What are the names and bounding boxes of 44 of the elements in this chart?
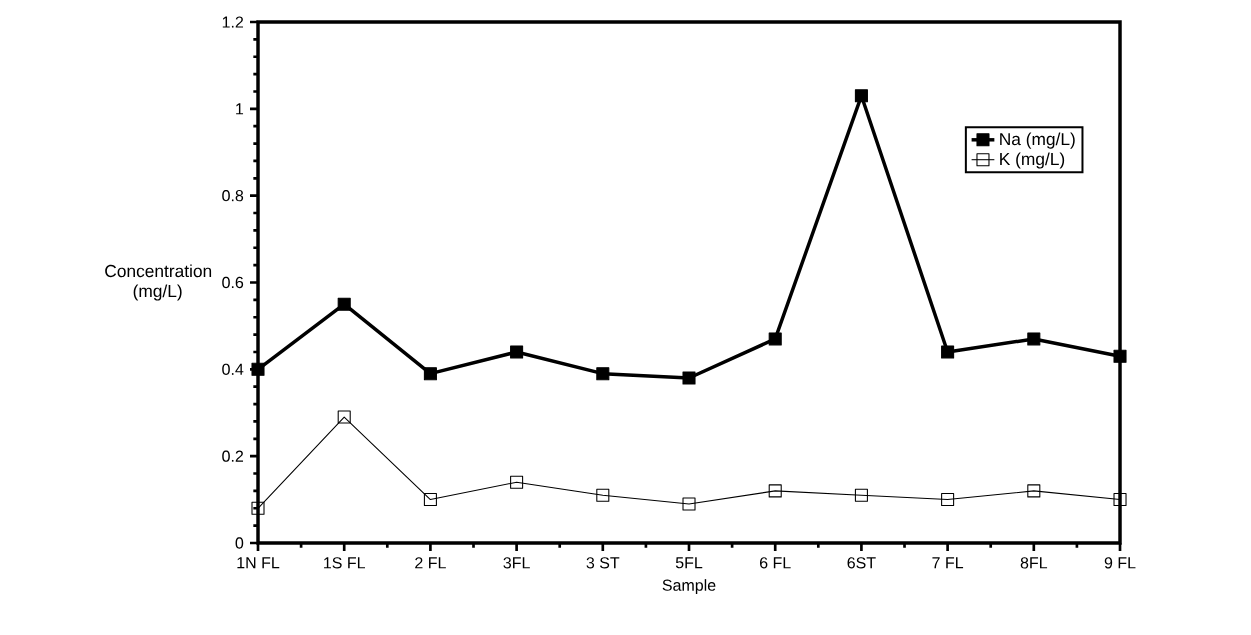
point <box>1113 349 1127 363</box>
x-tick-label: 9 FL <box>1104 557 1136 569</box>
x-tick-label: 1S FL <box>324 557 365 569</box>
x-tick-label: 3FL <box>503 557 530 569</box>
point <box>854 89 868 103</box>
point <box>251 501 265 515</box>
point <box>423 367 437 381</box>
point <box>596 488 610 502</box>
y-tick-label: 0.8 <box>222 190 244 202</box>
y-tick-label: 0.2 <box>222 450 244 462</box>
point <box>251 362 265 376</box>
point <box>423 493 437 507</box>
point <box>510 345 524 359</box>
point <box>768 332 782 346</box>
point <box>596 367 610 381</box>
y-tick-label: 0 <box>235 537 244 549</box>
point <box>337 410 351 424</box>
x-tick-label: 6 FL <box>760 557 791 569</box>
x-tick-label: 2 FL <box>415 557 446 569</box>
point <box>768 484 782 498</box>
point <box>941 345 955 359</box>
legend-label: Na (mg/L) <box>1000 132 1075 149</box>
x-axis-title: Sample <box>662 579 716 595</box>
x-tick-label: 6ST <box>847 557 876 569</box>
x-tick-label: 3 ST <box>586 557 620 569</box>
point <box>682 497 696 511</box>
point <box>1027 484 1041 498</box>
legend-label: K (mg/L) <box>1000 152 1065 169</box>
x-tick-label: 5FL <box>675 557 703 569</box>
point <box>337 297 351 311</box>
point <box>682 371 696 385</box>
y-tick-label: 1.2 <box>222 16 244 28</box>
x-tick-label: 7 FL <box>932 557 964 569</box>
point <box>941 493 955 507</box>
y-tick-label: 1 <box>236 103 244 115</box>
x-tick-label: 8FL <box>1020 557 1048 569</box>
point <box>510 475 524 489</box>
point <box>1113 493 1127 507</box>
y-tick-label: 0.4 <box>222 363 244 375</box>
y-axis-title: Concentration (mg/L) <box>105 264 212 301</box>
x-tick-label: 1N FL <box>237 557 280 569</box>
point <box>1027 332 1041 346</box>
point <box>854 488 868 502</box>
y-tick-label: 0.6 <box>222 276 244 289</box>
